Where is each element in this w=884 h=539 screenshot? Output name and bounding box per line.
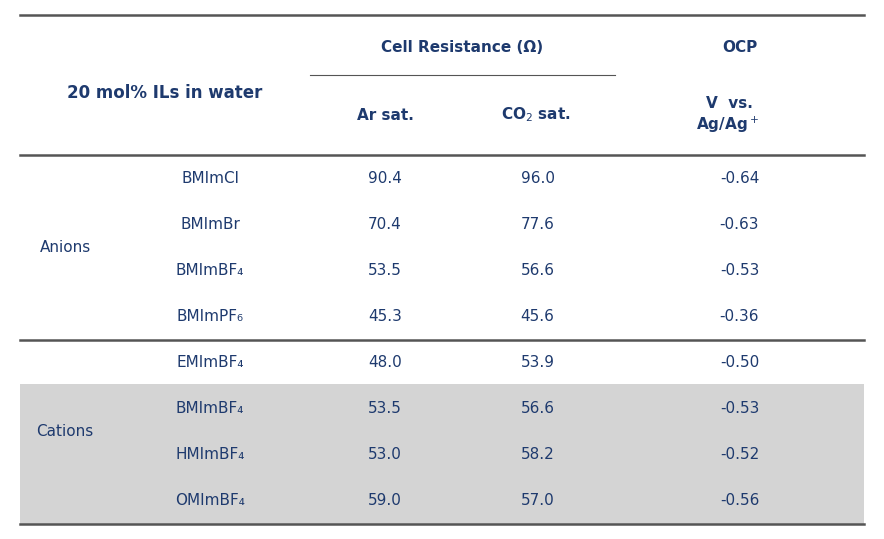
Bar <box>20 15 864 384</box>
Text: 57.0: 57.0 <box>521 493 554 508</box>
Text: 53.5: 53.5 <box>368 401 402 416</box>
Text: 45.3: 45.3 <box>368 309 402 324</box>
Text: -0.56: -0.56 <box>720 493 759 508</box>
Text: 96.0: 96.0 <box>521 170 554 185</box>
Bar <box>20 384 864 524</box>
Text: 77.6: 77.6 <box>521 217 554 232</box>
Text: HMImBF₄: HMImBF₄ <box>175 447 245 462</box>
Text: EMImBF₄: EMImBF₄ <box>176 355 244 370</box>
Text: 59.0: 59.0 <box>368 493 402 508</box>
Text: BMImPF₆: BMImPF₆ <box>177 309 243 324</box>
Text: BMImBF₄: BMImBF₄ <box>176 263 244 278</box>
Text: 45.6: 45.6 <box>521 309 554 324</box>
Text: OMImBF₄: OMImBF₄ <box>175 493 245 508</box>
Text: BMImBr: BMImBr <box>180 217 240 232</box>
Text: -0.52: -0.52 <box>720 447 759 462</box>
Text: V  vs.: V vs. <box>706 95 753 110</box>
Text: -0.64: -0.64 <box>720 170 759 185</box>
Text: -0.63: -0.63 <box>720 217 759 232</box>
Text: 56.6: 56.6 <box>521 263 554 278</box>
Text: 53.5: 53.5 <box>368 263 402 278</box>
Text: -0.53: -0.53 <box>720 263 759 278</box>
Text: Anions: Anions <box>40 240 91 255</box>
Text: 53.0: 53.0 <box>368 447 402 462</box>
Text: Cations: Cations <box>36 424 94 439</box>
Text: 90.4: 90.4 <box>368 170 402 185</box>
Text: Ar sat.: Ar sat. <box>356 107 414 122</box>
Text: Ag/Ag$^+$: Ag/Ag$^+$ <box>696 115 759 135</box>
Text: OCP: OCP <box>722 39 757 54</box>
Text: -0.50: -0.50 <box>720 355 759 370</box>
Text: 56.6: 56.6 <box>521 401 554 416</box>
Text: 70.4: 70.4 <box>368 217 402 232</box>
Text: BMImBF₄: BMImBF₄ <box>176 401 244 416</box>
Text: 48.0: 48.0 <box>368 355 402 370</box>
Text: -0.36: -0.36 <box>720 309 759 324</box>
Text: -0.53: -0.53 <box>720 401 759 416</box>
Text: Cell Resistance (Ω): Cell Resistance (Ω) <box>381 39 544 54</box>
Text: 53.9: 53.9 <box>521 355 554 370</box>
Text: 20 mol% ILs in water: 20 mol% ILs in water <box>67 84 263 102</box>
Text: 58.2: 58.2 <box>521 447 554 462</box>
Text: BMImCl: BMImCl <box>181 170 239 185</box>
Text: CO$_2$ sat.: CO$_2$ sat. <box>500 106 570 125</box>
